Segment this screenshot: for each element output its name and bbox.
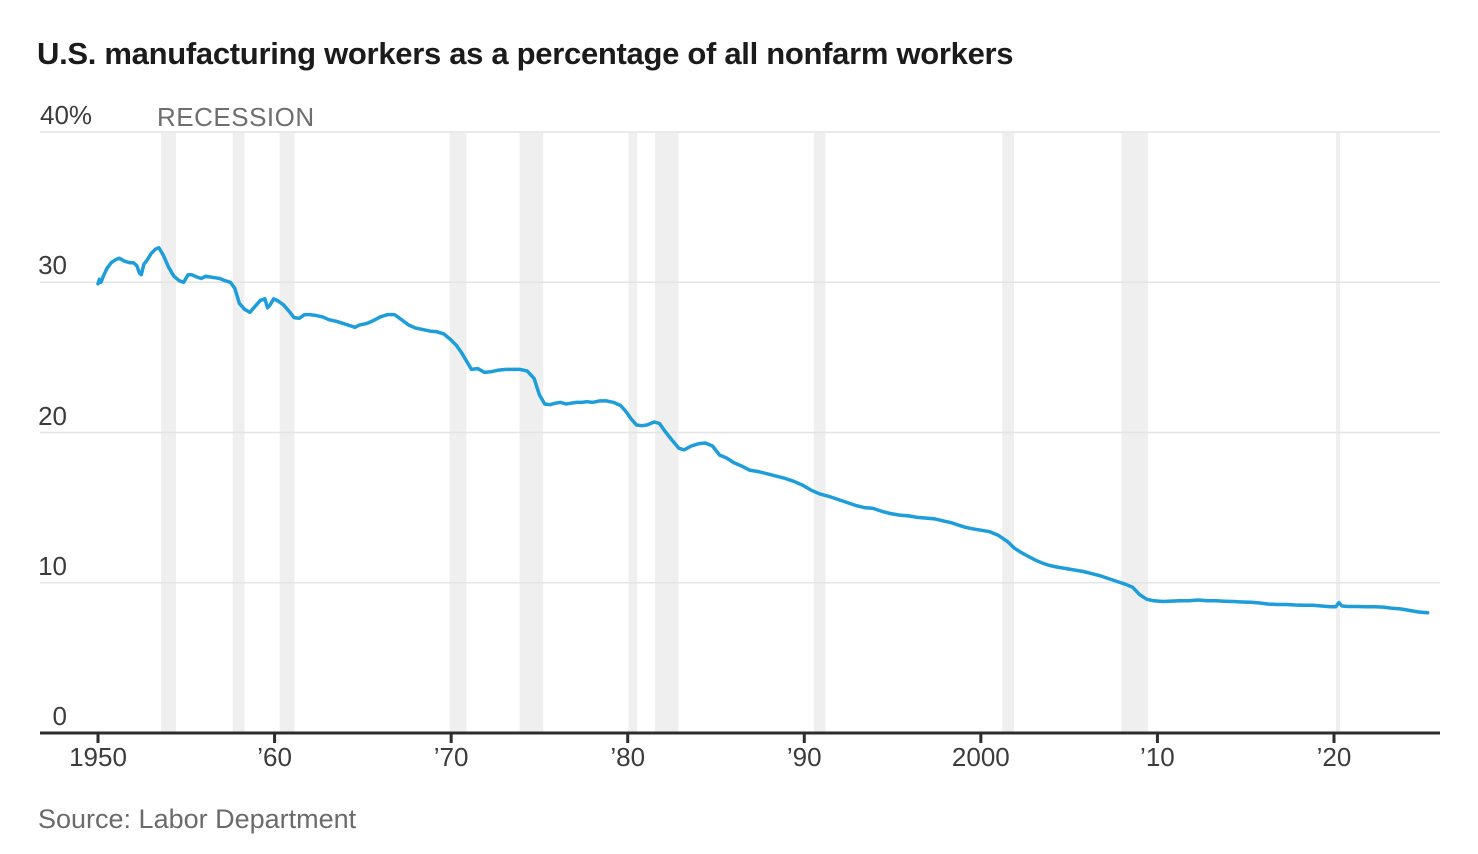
chart-title: U.S. manufacturing workers as a percenta… bbox=[37, 36, 1014, 71]
manufacturing-share-line bbox=[96, 245, 1430, 615]
y-tick-label-10: 10 bbox=[38, 550, 67, 581]
x-tick-label-1960: ’60 bbox=[257, 742, 292, 772]
source-note: Source: Labor Department bbox=[38, 804, 357, 834]
recession-annotation-label: RECESSION bbox=[157, 102, 315, 132]
y-tick-label-30: 30 bbox=[38, 250, 67, 281]
x-tick-label-1980: ’80 bbox=[610, 742, 646, 772]
y-tick-label-0: 0 bbox=[52, 701, 67, 731]
x-tick-label-2020: ’20 bbox=[1316, 742, 1352, 772]
y-tick-label-40: 40% bbox=[40, 100, 93, 130]
x-tick-label-2000: 2000 bbox=[951, 742, 1010, 772]
x-tick-label-1990: ’90 bbox=[786, 742, 822, 772]
x-tick-label-2010: ’10 bbox=[1140, 742, 1175, 772]
x-tick-label-1970: ’70 bbox=[433, 742, 469, 772]
x-tick-label-1950: 1950 bbox=[69, 742, 127, 772]
y-tick-label-20: 20 bbox=[38, 400, 67, 431]
